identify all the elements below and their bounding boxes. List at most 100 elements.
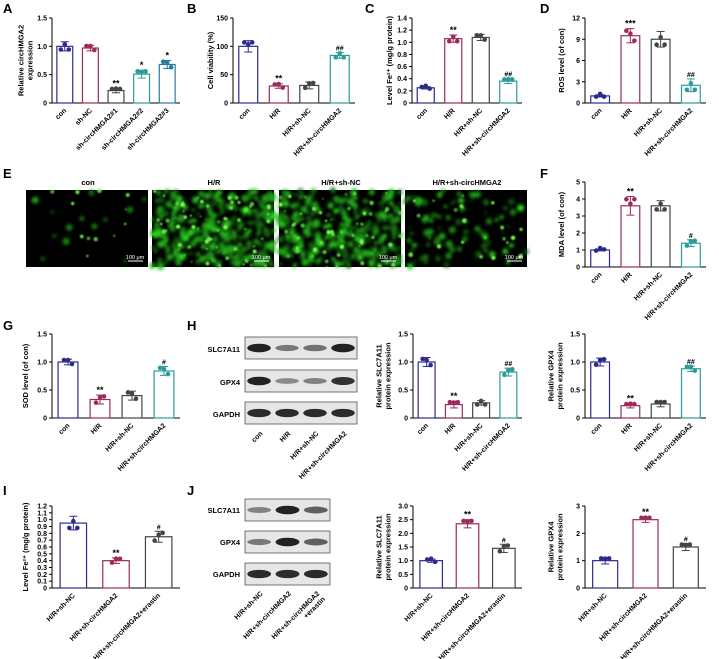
- chart-g: 0 0.5 1.0 1.5 SOD level (of con) con H/R ** H/R+…: [21, 332, 180, 473]
- cell-fluorescence: [195, 227, 201, 232]
- chart-h1-data-point: [478, 398, 484, 404]
- panel-label-g: G: [3, 318, 13, 333]
- chart-j2: 0 1 2 3 Relative GPX4protein expression H/R+s…: [547, 504, 706, 659]
- chart-b-data-point: [337, 51, 343, 56]
- chart-b-data-point: [333, 55, 339, 60]
- chart-i-ytick-label: 0: [43, 586, 47, 593]
- cell-fluorescence: [123, 259, 127, 263]
- cell-fluorescence: [373, 240, 379, 246]
- cell-fluorescence: [263, 230, 271, 238]
- panel-label-i: I: [3, 483, 7, 498]
- cell-fluorescence: [310, 187, 317, 194]
- bright-cell: [175, 224, 181, 229]
- cell-fluorescence: [332, 240, 341, 248]
- micrograph-bright-cells: [278, 192, 403, 269]
- cell-fluorescence: [380, 262, 383, 265]
- chart-j2-data-point: [598, 556, 604, 561]
- bloth-strip-slc7a11: [244, 336, 358, 360]
- chart-j1-data-point: [501, 544, 507, 549]
- cell-fluorescence: [378, 251, 383, 257]
- cell-fluorescence: [301, 258, 309, 266]
- cell-fluorescence: [153, 248, 158, 253]
- chart-b-ytick-label: 0: [224, 101, 228, 108]
- bright-cell: [199, 215, 202, 218]
- chart-d-data-point: [662, 42, 667, 48]
- bright-cell: [227, 196, 232, 200]
- cell-fluorescence: [200, 243, 207, 250]
- bright-cell: [288, 194, 292, 199]
- chart-a-data-point: [88, 43, 93, 49]
- cell-fluorescence: [406, 238, 412, 244]
- cell-fluorescence: [151, 245, 156, 250]
- cell-fluorescence: [378, 235, 386, 242]
- chart-b-data-point: [341, 55, 347, 60]
- cell-fluorescence: [176, 215, 184, 223]
- cell-fluorescence: [264, 251, 267, 255]
- cell-fluorescence: [221, 209, 225, 213]
- blot-strip: [244, 401, 358, 425]
- chart-j1: 0 0.5 1.0 1.5 2.0 2.5 3.0 Relative SLC7A11prote…: [375, 504, 522, 659]
- chart-b-bar: [238, 45, 259, 104]
- cell-fluorescence: [204, 252, 212, 261]
- bright-cell: [326, 230, 331, 235]
- western-blot-h: con H/RH/R+sh-NCH/R+sh-circHMGA2: [244, 336, 358, 481]
- blot-band: [331, 408, 355, 418]
- chart-c-bar: [471, 36, 490, 104]
- chart-j1-data-point: [428, 556, 434, 561]
- cell-fluorescence: [174, 189, 179, 194]
- chart-h1-significance-label: **: [450, 391, 458, 401]
- chart-a-data-point: [66, 47, 72, 52]
- cell-fluorescence: [362, 248, 368, 254]
- cell-fluorescence: [392, 224, 396, 228]
- cell-fluorescence: [391, 236, 396, 242]
- chart-j2-y-label-line: Relative GPX4: [547, 521, 556, 573]
- chart-h2-x-tick-label: con: [590, 422, 604, 436]
- blot-band: [247, 343, 271, 353]
- bright-cell: [345, 193, 348, 196]
- cell-fluorescence: [450, 201, 454, 205]
- cell-fluorescence: [172, 238, 179, 245]
- chart-f-data-point: [688, 238, 694, 244]
- cell-fluorescence: [196, 236, 199, 240]
- bright-cell: [223, 217, 227, 221]
- cell-fluorescence: [354, 195, 358, 199]
- chart-f-x-tick-label: H/R+sh-NC: [633, 271, 664, 302]
- cell-fluorescence: [334, 260, 341, 267]
- bright-cell: [177, 248, 180, 251]
- chart-c-bar: [416, 87, 435, 104]
- chart-h2-data-point: [654, 399, 659, 405]
- chart-j1-significance-label: **: [464, 510, 472, 520]
- chart-c-significance-label: **: [450, 25, 458, 35]
- cell-fluorescence: [171, 215, 176, 220]
- blot-lane-label: H/R: [279, 430, 292, 443]
- cell-fluorescence: [399, 256, 402, 260]
- blotj-strip-slc7a11: [244, 498, 331, 522]
- cell-fluorescence: [50, 210, 54, 214]
- chart-h1-data-point: [510, 367, 515, 372]
- cell-fluorescence: [435, 256, 441, 262]
- chart-i-ytick-label: 1.2: [37, 504, 47, 511]
- cell-fluorescence: [354, 205, 359, 210]
- scale-bar-label: 100 μm: [379, 255, 398, 261]
- cell-fluorescence: [334, 196, 342, 205]
- chart-a-data-point: [143, 69, 148, 74]
- bright-cell: [437, 244, 441, 249]
- bright-cell: [296, 236, 301, 240]
- micrograph-2: 100 μm: [149, 188, 278, 271]
- chart-i-data-point: [160, 530, 165, 536]
- chart-j2-data-point: [639, 515, 644, 521]
- chart-a-significance-label: **: [112, 78, 120, 88]
- chart-f-data-point: [684, 243, 690, 248]
- cell-fluorescence: [398, 202, 402, 205]
- chart-i-x-tick-label: H/R+sh-circHMGA2+erastin: [92, 592, 162, 659]
- bright-cell: [79, 234, 84, 239]
- cell-fluorescence: [165, 201, 170, 206]
- cell-fluorescence: [217, 245, 223, 251]
- bright-cell: [86, 254, 89, 258]
- cell-fluorescence: [208, 189, 213, 193]
- chart-j1-significance-label: #: [502, 537, 506, 544]
- cell-fluorescence: [509, 243, 514, 248]
- blot-band: [303, 344, 327, 352]
- cell-fluorescence: [453, 200, 456, 203]
- chart-c-significance-label: ##: [504, 72, 512, 79]
